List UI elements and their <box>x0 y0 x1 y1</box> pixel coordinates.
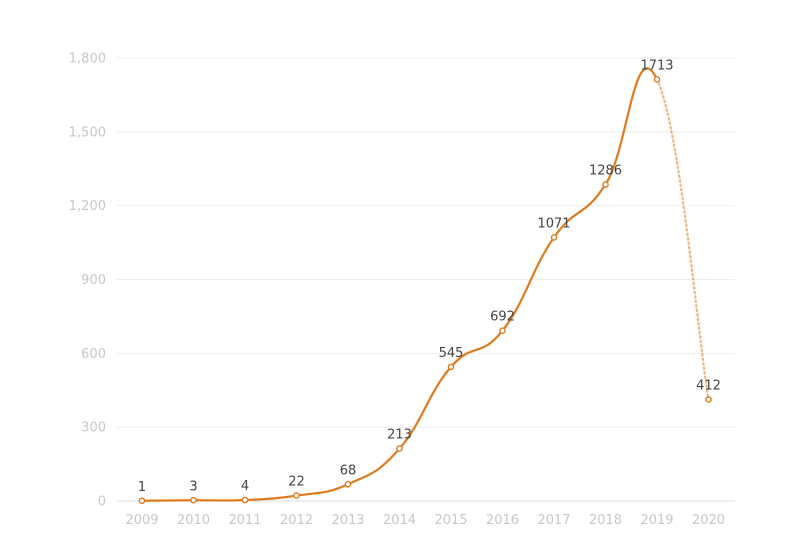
y-tick-label: 300 <box>81 421 106 436</box>
x-tick-label: 2015 <box>434 513 467 528</box>
data-point <box>550 234 558 241</box>
x-tick-label: 2020 <box>692 513 725 528</box>
x-tick-label: 2011 <box>228 513 261 528</box>
x-tick-label: 2013 <box>331 513 364 528</box>
data-label: 1286 <box>589 164 622 179</box>
y-tick-label: 600 <box>81 347 106 362</box>
gridlines <box>117 57 735 502</box>
x-tick-label: 2009 <box>125 513 158 528</box>
data-point <box>138 497 146 505</box>
x-tick-label: 2010 <box>177 513 210 528</box>
x-tick-label: 2012 <box>280 513 313 528</box>
x-tick-label: 2014 <box>383 513 416 528</box>
x-tick-label: 2018 <box>589 513 622 528</box>
data-points <box>138 76 712 505</box>
data-label: 213 <box>387 428 412 443</box>
data-point <box>447 363 455 371</box>
data-point <box>602 181 609 188</box>
x-axis: 2009 2010 2011 2012 2013 2014 2015 2016 2017 2018… <box>125 513 725 528</box>
series-group <box>140 67 710 502</box>
data-point <box>241 496 249 504</box>
data-label: 692 <box>490 310 515 325</box>
data-label: 1 <box>138 480 146 495</box>
data-label: 412 <box>696 379 721 394</box>
y-tick-label: 0 <box>98 495 106 510</box>
data-labels: 1 3 4 22 68 213 545 692 1071 1286 1713 412 <box>138 58 721 494</box>
data-label: 4 <box>241 479 249 494</box>
y-tick-label: 1,200 <box>69 199 106 214</box>
data-point <box>396 445 403 452</box>
data-point <box>705 396 712 403</box>
data-label: 1071 <box>537 216 570 231</box>
y-axis: 0 300 600 900 1,200 1,500 1,800 <box>69 52 106 510</box>
data-label: 68 <box>340 463 357 478</box>
x-tick-label: 2016 <box>486 513 519 528</box>
series-line-projected <box>655 78 710 401</box>
data-label: 1713 <box>640 58 673 73</box>
y-tick-label: 1,500 <box>69 125 106 140</box>
x-tick-label: 2017 <box>537 513 570 528</box>
data-label: 22 <box>288 475 305 490</box>
y-tick-label: 1,800 <box>69 52 106 67</box>
data-point <box>653 76 661 83</box>
data-point <box>499 327 506 334</box>
data-label: 3 <box>189 479 197 494</box>
data-point <box>293 492 300 499</box>
x-tick-label: 2019 <box>640 513 673 528</box>
data-label: 545 <box>439 346 464 361</box>
data-point <box>344 480 352 488</box>
data-point <box>190 496 197 504</box>
y-tick-label: 900 <box>81 273 106 288</box>
